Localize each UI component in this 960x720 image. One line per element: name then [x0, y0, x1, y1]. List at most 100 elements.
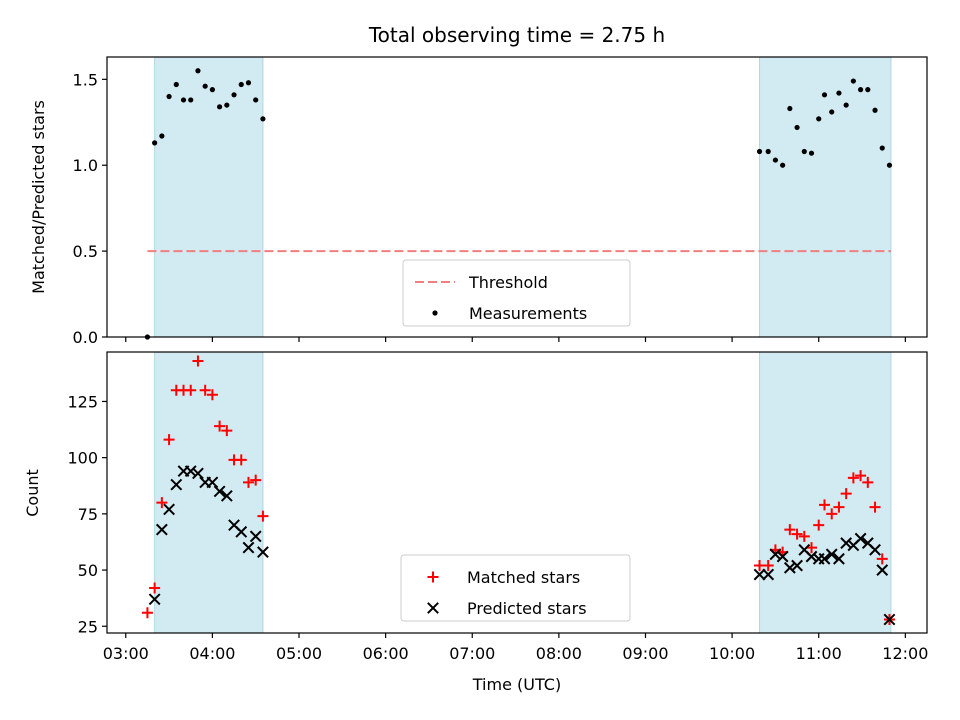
data-point [826, 508, 838, 520]
x-tick-label: 07:00 [449, 644, 495, 663]
top-y-axis: 0.0 0.5 1.0 1.5 [73, 70, 107, 347]
shaded-interval [154, 351, 264, 634]
data-point [855, 470, 867, 482]
y-tick-label: 1.5 [73, 70, 98, 89]
data-point [825, 548, 838, 561]
measurement-points [144, 68, 893, 340]
data-point [783, 561, 796, 574]
data-point [180, 97, 187, 103]
data-point [854, 532, 867, 545]
data-point [805, 550, 818, 563]
data-point [432, 310, 438, 316]
data-point [224, 102, 230, 108]
data-point [199, 384, 211, 396]
data-point [753, 568, 766, 581]
legend-box [400, 554, 631, 622]
data-point [794, 124, 800, 131]
data-point [886, 162, 893, 168]
data-point [791, 528, 803, 540]
data-point [787, 105, 793, 112]
x-tick-label: 10:00 [709, 644, 755, 663]
data-point [231, 92, 237, 98]
legend-label: Threshold [468, 273, 548, 292]
data-point [843, 102, 849, 108]
bottom-plot-frame [106, 351, 928, 634]
data-point [869, 501, 881, 513]
data-point [163, 503, 175, 516]
data-point [202, 83, 208, 89]
data-point [206, 476, 219, 489]
data-point [253, 97, 259, 103]
data-point [836, 90, 842, 96]
y-tick-label: 75 [78, 505, 98, 524]
legend-label: Matched stars [467, 568, 580, 587]
x-tick-label: 05:00 [276, 644, 322, 663]
y-tick-label: 50 [78, 561, 98, 580]
count-points [141, 355, 896, 626]
x-tick-label: 11:00 [796, 644, 842, 663]
data-point [791, 559, 803, 572]
data-point [883, 613, 896, 626]
data-point [184, 465, 197, 478]
y-tick-label: 0.5 [73, 242, 98, 261]
data-point [816, 116, 822, 122]
legend-box [402, 259, 631, 327]
data-point [865, 87, 871, 93]
x-tick-label: 12:00 [882, 644, 928, 663]
data-point [850, 78, 856, 84]
bottom-x-axis: 03:00 04:00 05:00 06:00 07:00 08:00 09:00 10:00… [103, 633, 928, 663]
data-point [879, 145, 885, 151]
data-point [185, 384, 197, 396]
x-tick-label: 08:00 [536, 644, 582, 663]
data-point [148, 593, 161, 606]
data-point [206, 389, 218, 401]
legend-label: Predicted stars [467, 599, 587, 618]
data-point [245, 80, 252, 86]
legend-swatch [427, 602, 439, 614]
legend-swatch [432, 310, 438, 316]
data-point [156, 497, 168, 509]
data-point [772, 157, 779, 163]
data-point [798, 530, 810, 542]
top-legend: Threshold Measurements [402, 259, 631, 327]
data-point [152, 140, 158, 146]
x-tick-label: 04:00 [189, 644, 235, 663]
top-x-ticks [125, 337, 906, 342]
chart-title: Total observing time = 2.75 h [368, 23, 665, 47]
bottom-y-axis: 25 50 75 100 125 [67, 392, 107, 636]
data-point [242, 541, 255, 554]
data-point [833, 552, 845, 565]
data-point [188, 97, 194, 103]
data-point [857, 87, 864, 93]
bottom-panel: 25 50 75 100 125 03:00 04:00 05:00 06:00 07:00 08… [23, 351, 928, 694]
data-point [209, 87, 215, 93]
data-point [762, 568, 775, 581]
data-point [427, 571, 439, 583]
data-point [427, 602, 439, 614]
shaded-interval [759, 56, 892, 338]
data-point [840, 488, 852, 500]
data-point [819, 499, 830, 511]
y-tick-label: 25 [78, 617, 98, 636]
data-point [257, 546, 269, 558]
data-point [166, 93, 172, 100]
y-tick-label: 0.0 [73, 328, 98, 347]
data-point [872, 107, 878, 113]
data-point [840, 537, 853, 549]
top-y-axis-label: Matched/Predicted stars [29, 100, 48, 294]
data-point [242, 476, 254, 488]
y-tick-label: 100 [67, 449, 98, 468]
shaded-interval [759, 351, 892, 634]
data-point [217, 104, 223, 110]
data-point [195, 68, 201, 74]
data-point [170, 478, 183, 491]
data-point [847, 472, 859, 484]
data-point [808, 150, 815, 156]
data-point [829, 109, 835, 115]
data-point [833, 501, 845, 513]
data-point [862, 476, 874, 488]
y-tick-label: 1.0 [73, 156, 98, 175]
legend-swatch [427, 571, 439, 583]
data-point [876, 553, 888, 565]
